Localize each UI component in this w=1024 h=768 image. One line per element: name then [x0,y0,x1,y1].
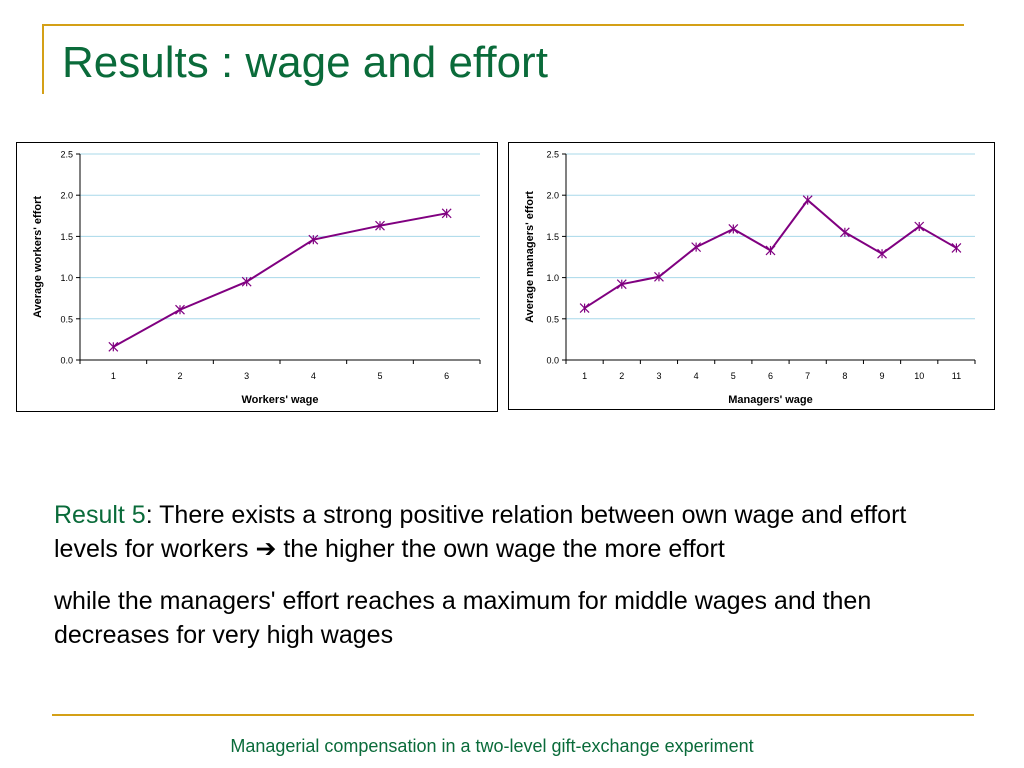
workers-chart-xtick-label: 5 [377,371,382,381]
workers-chart-data-point [108,341,119,352]
managers-chart-data-point [765,245,776,256]
managers-chart-xtick-label: 1 [582,371,587,381]
managers-chart-ytick-label: 1.5 [546,232,559,242]
managers-chart-data-point [654,271,664,282]
workers-chart: 0.0 0.5 1.0 1.5 2.0 2.5 1 2 3 4 5 6 Workers' wage Ave… [16,142,498,412]
managers-chart-data-point [839,227,850,238]
managers-chart-svg: 0.0 0.5 1.0 1.5 2.0 2.5 1 2 3 4 5 6 7 8 9 10 11 Managers'… [524,150,976,406]
managers-chart-data-point [616,279,627,290]
workers-chart-ytick-label: 2.0 [60,191,73,201]
managers-chart-xtick-label: 4 [694,371,699,381]
workers-chart-xtick-label: 2 [177,371,182,381]
workers-chart-data-point [241,276,252,287]
managers-chart-data-point [802,195,813,206]
workers-chart-data-point [308,234,319,245]
managers-chart-xtick-label: 11 [952,371,961,381]
managers-chart-xtick-label: 7 [805,371,810,381]
workers-chart-xtick-label: 1 [111,371,116,381]
managers-chart-data-point [691,242,702,253]
managers-chart-data-point [914,221,925,232]
workers-chart-data-point [441,208,452,219]
result-paragraph: Result 5: There exists a strong positive… [54,498,974,566]
workers-chart-data-point [375,220,385,231]
managers-chart-xtick-label: 10 [914,371,924,381]
workers-chart-data-point [175,304,185,315]
footer-rule [52,714,974,716]
footer-text: Managerial compensation in a two-level g… [230,736,754,756]
managers-chart-xtick-label: 2 [619,371,624,381]
managers-chart-ylabel: Average managers' effort [524,191,536,323]
workers-chart-xtick-label: 4 [311,371,316,381]
managers-chart-data-point [951,243,962,253]
result-label: Result 5 [54,501,146,529]
managers-chart-data-point [728,224,739,234]
managers-chart-xtick-label: 9 [880,371,885,381]
slide-title: Results : wage and effort [62,38,548,87]
managers-chart-xtick-label: 8 [842,371,847,381]
workers-chart-ytick-label: 1.5 [60,232,73,242]
managers-chart-xtick-label: 3 [656,371,661,381]
managers-chart-data-point [877,248,887,259]
workers-chart-xlabel: Workers' wage [242,394,319,406]
managers-paragraph: while the managers' effort reaches a max… [54,587,872,649]
managers-chart-data-point [579,303,590,314]
managers-chart: 0.0 0.5 1.0 1.5 2.0 2.5 1 2 3 4 5 6 7 8 9 10 11 Managers'… [508,142,995,410]
managers-chart-ytick-label: 0.5 [546,314,559,324]
workers-chart-xtick-label: 6 [444,371,449,381]
workers-chart-ytick-label: 1.0 [60,273,73,283]
workers-chart-svg: 0.0 0.5 1.0 1.5 2.0 2.5 1 2 3 4 5 6 Workers' wage Ave… [32,150,481,406]
workers-chart-ytick-label: 0.5 [60,314,73,324]
workers-chart-xtick-label: 3 [244,371,249,381]
workers-chart-ylabel: Average workers' effort [32,196,44,318]
title-rule-top [44,24,964,26]
result-text-2: the higher the own wage the more effort [276,535,725,563]
managers-chart-ytick-label: 2.0 [546,191,559,201]
managers-chart-xtick-label: 6 [768,371,773,381]
managers-chart-xlabel: Managers' wage [728,394,813,406]
title-rule-left [42,24,44,94]
managers-chart-ytick-label: 2.5 [546,150,559,160]
managers-chart-ytick-label: 1.0 [546,273,559,283]
workers-chart-series-line [112,212,447,348]
arrow-icon: ➔ [255,535,277,563]
managers-chart-xtick-label: 5 [731,371,736,381]
workers-chart-ytick-label: 2.5 [60,150,73,160]
managers-chart-ytick-label: 0.0 [546,356,559,366]
workers-chart-ytick-label: 0.0 [60,356,73,366]
result-text-1: : There exists a strong positive relatio… [54,501,907,563]
